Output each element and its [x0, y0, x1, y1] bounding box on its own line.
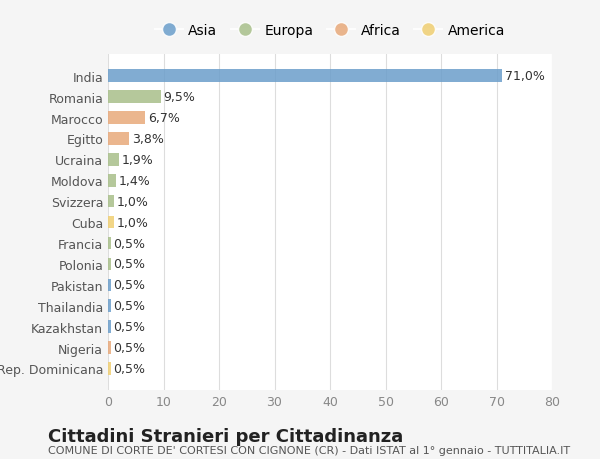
Bar	[108, 321, 111, 333]
Bar	[108, 112, 145, 124]
Bar	[108, 279, 111, 291]
Bar	[108, 196, 113, 208]
Text: 0,5%: 0,5%	[113, 341, 146, 354]
Text: 9,5%: 9,5%	[163, 91, 196, 104]
Bar	[108, 133, 129, 146]
Bar	[108, 154, 119, 166]
Text: 6,7%: 6,7%	[148, 112, 180, 125]
Text: 1,0%: 1,0%	[116, 195, 148, 208]
Text: 0,5%: 0,5%	[113, 237, 146, 250]
Text: 3,8%: 3,8%	[132, 133, 164, 146]
Text: 0,5%: 0,5%	[113, 258, 146, 271]
Bar	[108, 341, 111, 354]
Bar	[108, 300, 111, 312]
Bar	[108, 237, 111, 250]
Text: 1,4%: 1,4%	[119, 174, 150, 187]
Text: Cittadini Stranieri per Cittadinanza: Cittadini Stranieri per Cittadinanza	[48, 427, 403, 445]
Text: 1,9%: 1,9%	[121, 154, 153, 167]
Bar	[108, 91, 161, 104]
Text: 0,5%: 0,5%	[113, 300, 146, 313]
Bar	[108, 174, 116, 187]
Legend: Asia, Europa, Africa, America: Asia, Europa, Africa, America	[149, 18, 511, 44]
Text: 71,0%: 71,0%	[505, 70, 545, 83]
Text: 1,0%: 1,0%	[116, 216, 148, 229]
Text: 0,5%: 0,5%	[113, 320, 146, 333]
Text: 0,5%: 0,5%	[113, 279, 146, 291]
Text: 0,5%: 0,5%	[113, 362, 146, 375]
Bar	[108, 70, 502, 83]
Bar	[108, 363, 111, 375]
Bar	[108, 216, 113, 229]
Bar	[108, 258, 111, 271]
Text: COMUNE DI CORTE DE' CORTESI CON CIGNONE (CR) - Dati ISTAT al 1° gennaio - TUTTIT: COMUNE DI CORTE DE' CORTESI CON CIGNONE …	[48, 445, 570, 455]
